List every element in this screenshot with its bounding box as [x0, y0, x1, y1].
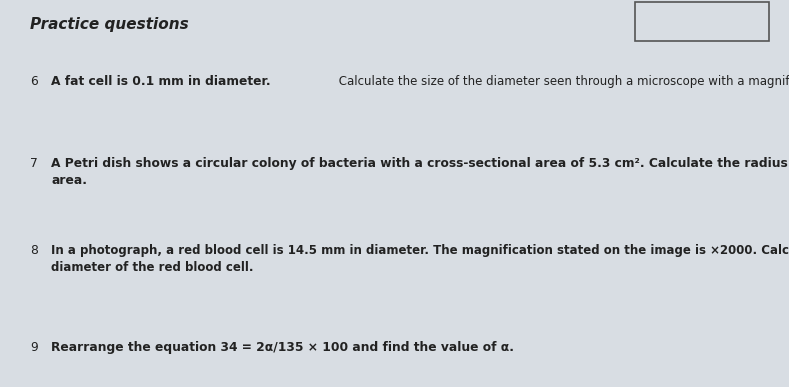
Bar — [635, 2, 769, 41]
Text: A Petri dish shows a circular colony of bacteria with a cross-sectional area of : A Petri dish shows a circular colony of … — [51, 157, 789, 187]
Text: 9: 9 — [30, 341, 38, 354]
Text: Calculate the size of the diameter seen through a microscope with a magnificatio: Calculate the size of the diameter seen … — [335, 75, 789, 89]
Text: Practice questions: Practice questions — [30, 17, 189, 33]
Text: In a photograph, a red blood cell is 14.5 mm in diameter. The magnification stat: In a photograph, a red blood cell is 14.… — [51, 244, 789, 274]
Text: Rearrange the equation 34 = 2α/135 × 100 and find the value of α.: Rearrange the equation 34 = 2α/135 × 100… — [51, 341, 514, 354]
Text: A fat cell is 0.1 mm in diameter.: A fat cell is 0.1 mm in diameter. — [51, 75, 271, 89]
Text: 7: 7 — [30, 157, 38, 170]
Text: 8: 8 — [30, 244, 38, 257]
Text: 6: 6 — [30, 75, 38, 89]
